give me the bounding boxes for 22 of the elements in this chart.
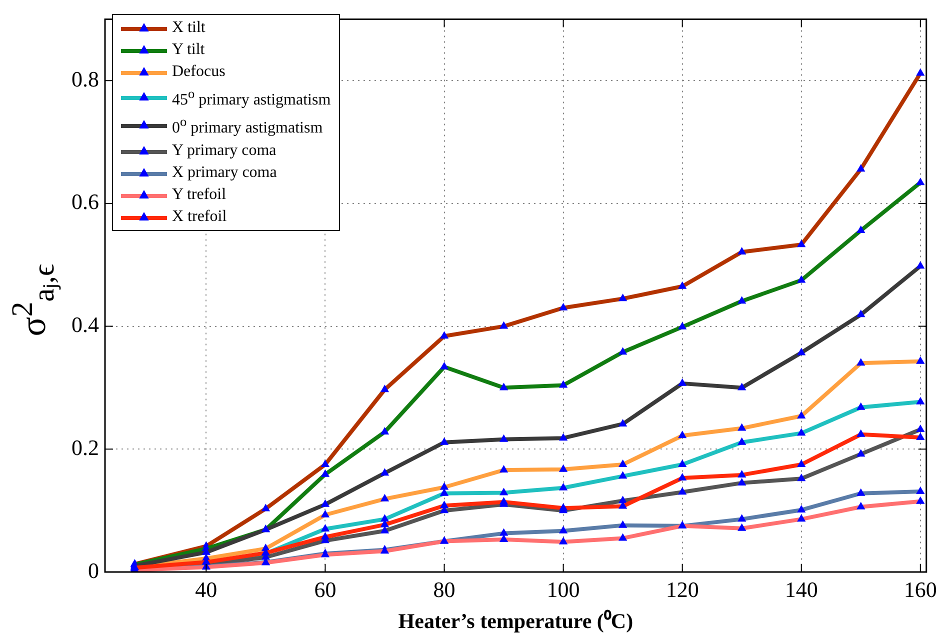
legend-label: 0$^{o}$ primary astigmatism xyxy=(172,113,323,139)
x-tick-label: 160 xyxy=(904,576,937,602)
y-tick-label: 0.2 xyxy=(72,434,99,460)
y-tick-label: 0.8 xyxy=(72,66,99,92)
legend-label: Y tilt xyxy=(172,40,205,60)
legend-label: Defocus xyxy=(172,62,226,82)
y-tick-label: 0.6 xyxy=(72,189,99,214)
x-tick-label: 140 xyxy=(784,576,818,602)
x-tick-label: 80 xyxy=(433,576,456,602)
legend-label: 45$^{o}$ primary astigmatism xyxy=(172,85,331,110)
x-tick-label: 60 xyxy=(314,576,336,602)
x-tick-label: 40 xyxy=(195,576,218,602)
legend-label: Y primary coma xyxy=(172,140,276,161)
legend-label: Y trefoil xyxy=(172,184,226,205)
legend-label: X tilt xyxy=(172,18,206,38)
y-tick-label: 0 xyxy=(88,558,99,583)
x-axis-title: Heater’s temperature (⁰C) xyxy=(398,608,634,633)
legend-label: X trefoil xyxy=(172,206,227,227)
x-tick-label: 120 xyxy=(666,576,699,602)
legend-label: X primary coma xyxy=(172,162,277,183)
y-tick-label: 0.4 xyxy=(72,312,99,338)
x-tick-label: 100 xyxy=(546,576,580,602)
